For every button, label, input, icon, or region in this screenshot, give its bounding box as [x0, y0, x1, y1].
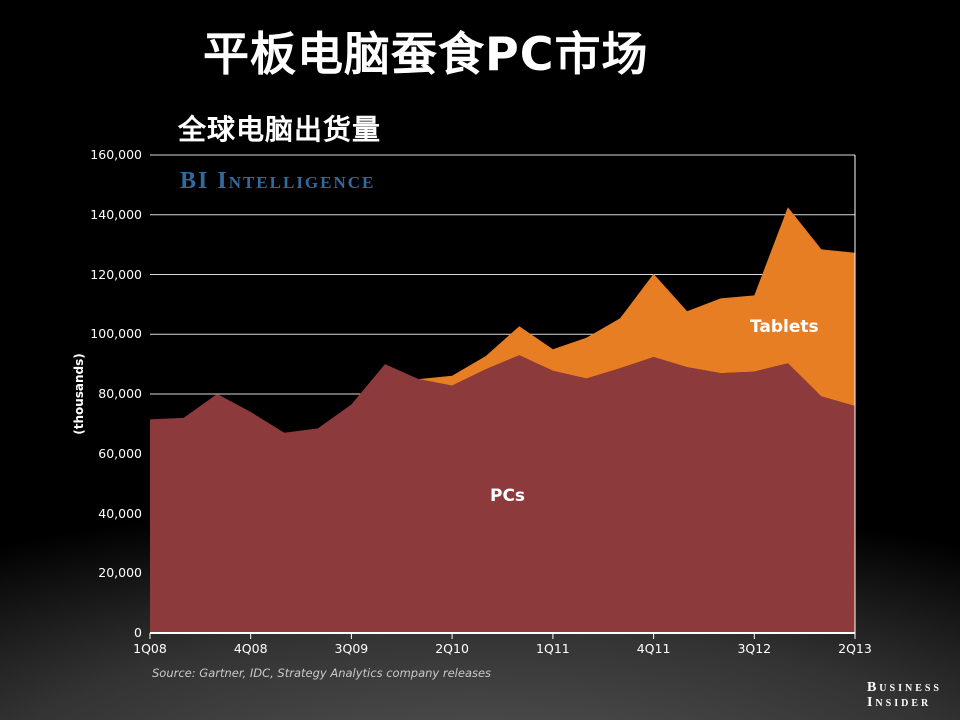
y-axis-tick-label: 140,000 [90, 206, 142, 222]
y-axis-labels: 0 20,000 40,000 60,000 80,000 100,000 120,000 1… [0, 0, 142, 720]
pcs-area [150, 355, 855, 633]
x-axis-tick-label: 3Q09 [334, 641, 369, 656]
y-axis-tick-label: 80,000 [98, 386, 142, 401]
y-axis-tick-label: 120,000 [90, 266, 142, 282]
tablets-series-label: Tablets [750, 317, 819, 337]
y-axis-tick-label: 100,000 [90, 326, 142, 342]
y-axis-tick-label: 60,000 [98, 445, 142, 461]
page-title: 平板电脑蚕食PC市场 [203, 27, 649, 81]
business-insider-logo-line1: Business [866, 680, 942, 695]
x-axis-tick-label: 2Q13 [838, 641, 872, 656]
x-axis-tick-label: 1Q08 [133, 641, 167, 656]
pcs-series-label: PCs [490, 486, 526, 506]
y-axis-title: (thousands) [72, 353, 86, 435]
y-axis-tick-label: 160,000 [90, 147, 142, 162]
x-axis-labels: 1Q08 4Q08 3Q09 2Q10 1Q11 4Q11 3Q12 2Q13 [0, 641, 960, 659]
x-axis-tick-label: 4Q08 [233, 641, 268, 656]
x-axis-tick-label: 4Q11 [636, 641, 671, 656]
source-note: Source: Gartner, IDC, Strategy Analytics… [152, 666, 492, 680]
bi-intelligence-watermark: BI Intelligence [180, 168, 376, 194]
x-axis-tick-label: 3Q12 [737, 641, 772, 656]
business-insider-logo-line2: Insider [866, 695, 932, 710]
y-axis-tick-label: 0 [134, 625, 142, 640]
y-axis-tick-label: 20,000 [98, 565, 142, 581]
x-axis-tick-label: 1Q11 [536, 641, 570, 656]
tablets-area [150, 207, 855, 433]
business-insider-logo: Business Insider [867, 680, 942, 710]
chart-subtitle: 全球电脑出货量 [178, 113, 382, 146]
y-axis-tick-label: 40,000 [98, 505, 142, 521]
x-axis-tick-label: 2Q10 [435, 641, 469, 656]
